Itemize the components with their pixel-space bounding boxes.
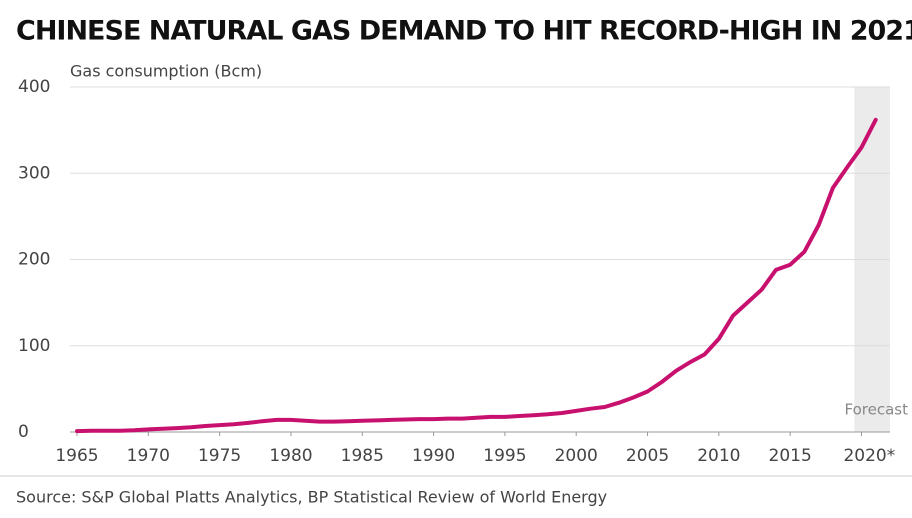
x-tick-label: 1985: [341, 446, 384, 466]
source: Source: S&P Global Platts Analytics, BP …: [16, 488, 607, 507]
x-tick-label: 1970: [127, 446, 170, 466]
x-tick-label: 1980: [269, 446, 312, 466]
data-line: [75, 117, 878, 434]
x-tick-label: 1990: [412, 446, 455, 466]
y-tick-label: 200: [18, 250, 50, 270]
x-tick-label: 2020*: [843, 446, 895, 466]
y-tick-label: 300: [18, 163, 50, 183]
forecast-label: Forecast: [845, 401, 909, 419]
x-tick-label: 1975: [198, 446, 241, 466]
x-tick-label: 2005: [626, 446, 669, 466]
x-tick-label: 2000: [555, 446, 598, 466]
y-tick-label: 100: [18, 336, 50, 356]
x-tick-label: 2015: [769, 446, 812, 466]
chart-title: CHINESE NATURAL GAS DEMAND TO HIT RECORD…: [16, 16, 912, 47]
x-tick-label: 1995: [483, 446, 526, 466]
y-tick-label: 0: [18, 422, 29, 442]
x-tick-label: 2010: [697, 446, 740, 466]
y-tick-label: 400: [18, 77, 50, 97]
y-axis-label: Gas consumption (Bcm): [70, 62, 262, 81]
x-tick-label: 1965: [55, 446, 98, 466]
